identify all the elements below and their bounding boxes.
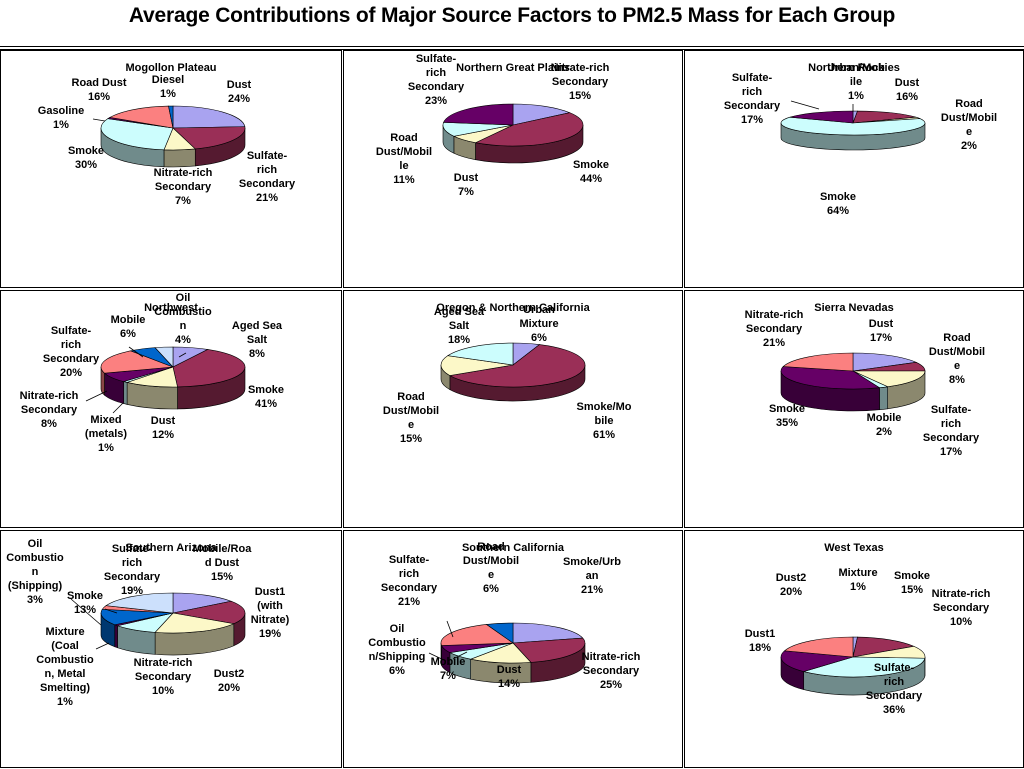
leader-line-mixture-coal-combustion-metal-smelting — [96, 643, 109, 649]
leader-line-gasoline — [93, 119, 105, 121]
pie-side-mobile — [880, 387, 888, 410]
main-title: Average Contributions of Major Source Fa… — [0, 4, 1024, 28]
leader-line-mixed-metals — [113, 403, 123, 413]
pie-slice-sulfate-rich-secondary — [444, 104, 513, 125]
pie-side-mixed-metals — [124, 382, 127, 405]
leader-line-nitrate-rich-secondary — [86, 391, 107, 401]
pie-slice-dust — [173, 106, 245, 128]
pie-side-mixture-coal-combustion-metal-smelting — [115, 625, 118, 648]
title-rule-top — [0, 46, 1024, 47]
pie-side-nitrate-rich-secondary — [164, 149, 195, 167]
data-label-mixed-metals: Mixed(metals)1% — [85, 414, 128, 454]
leader-line-sulfate-rich-secondary — [791, 101, 819, 109]
